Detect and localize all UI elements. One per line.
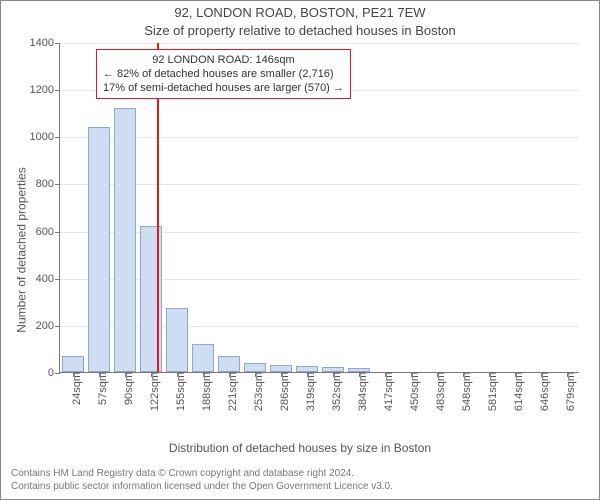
- xtick-label: 253sqm: [253, 372, 265, 411]
- attribution-line: Contains HM Land Registry data © Crown c…: [11, 467, 393, 480]
- xtick-label: 24sqm: [71, 372, 83, 405]
- grid-line: [60, 43, 579, 44]
- bar: [166, 308, 188, 372]
- xtick-label: 221sqm: [227, 372, 239, 411]
- xtick-label: 483sqm: [435, 372, 447, 411]
- bar: [218, 356, 240, 373]
- attribution-line: Contains public sector information licen…: [11, 480, 393, 493]
- annotation-box: 92 LONDON ROAD: 146sqm← 82% of detached …: [96, 49, 351, 99]
- chart-subtitle: Size of property relative to detached ho…: [1, 23, 599, 38]
- xtick-label: 90sqm: [123, 372, 135, 405]
- xtick-label: 417sqm: [383, 372, 395, 411]
- bar: [88, 127, 110, 372]
- ytick-label: 1400: [30, 37, 60, 49]
- annotation-line: 17% of semi-detached houses are larger (…: [103, 81, 344, 95]
- xtick-label: 581sqm: [487, 372, 499, 411]
- xtick-label: 450sqm: [409, 372, 421, 411]
- grid-line: [60, 184, 579, 185]
- attribution: Contains HM Land Registry data © Crown c…: [11, 467, 393, 493]
- xtick-label: 384sqm: [357, 372, 369, 411]
- xtick-label: 548sqm: [461, 372, 473, 411]
- ytick-label: 800: [36, 178, 60, 190]
- grid-line: [60, 326, 579, 327]
- bar: [140, 226, 162, 372]
- xtick-label: 614sqm: [513, 372, 525, 411]
- xtick-label: 679sqm: [565, 372, 577, 411]
- grid-line: [60, 279, 579, 280]
- ytick-label: 1200: [30, 84, 60, 96]
- chart-container: 92, LONDON ROAD, BOSTON, PE21 7EW Size o…: [0, 0, 600, 500]
- xtick-label: 646sqm: [539, 372, 551, 411]
- bar: [270, 365, 292, 372]
- bar: [114, 108, 136, 372]
- ytick-label: 600: [36, 226, 60, 238]
- x-axis-label: Distribution of detached houses by size …: [1, 441, 599, 455]
- ytick-label: 400: [36, 273, 60, 285]
- ytick-label: 1000: [30, 131, 60, 143]
- annotation-line: ← 82% of detached houses are smaller (2,…: [103, 67, 344, 81]
- xtick-label: 122sqm: [149, 372, 161, 411]
- xtick-label: 319sqm: [305, 372, 317, 411]
- bar: [244, 363, 266, 372]
- xtick-label: 286sqm: [279, 372, 291, 411]
- plot-area: 020040060080010001200140024sqm57sqm90sqm…: [59, 43, 579, 373]
- ytick-label: 0: [48, 367, 60, 379]
- xtick-label: 57sqm: [97, 372, 109, 405]
- grid-line: [60, 137, 579, 138]
- chart-title: 92, LONDON ROAD, BOSTON, PE21 7EW: [1, 5, 599, 20]
- y-axis-label: Number of detached properties: [15, 167, 29, 332]
- xtick-label: 155sqm: [175, 372, 187, 411]
- bar: [62, 356, 84, 373]
- ytick-label: 200: [36, 320, 60, 332]
- grid-line: [60, 232, 579, 233]
- xtick-label: 188sqm: [201, 372, 213, 411]
- bar: [192, 344, 214, 372]
- xtick-label: 352sqm: [331, 372, 343, 411]
- annotation-line: 92 LONDON ROAD: 146sqm: [103, 53, 344, 67]
